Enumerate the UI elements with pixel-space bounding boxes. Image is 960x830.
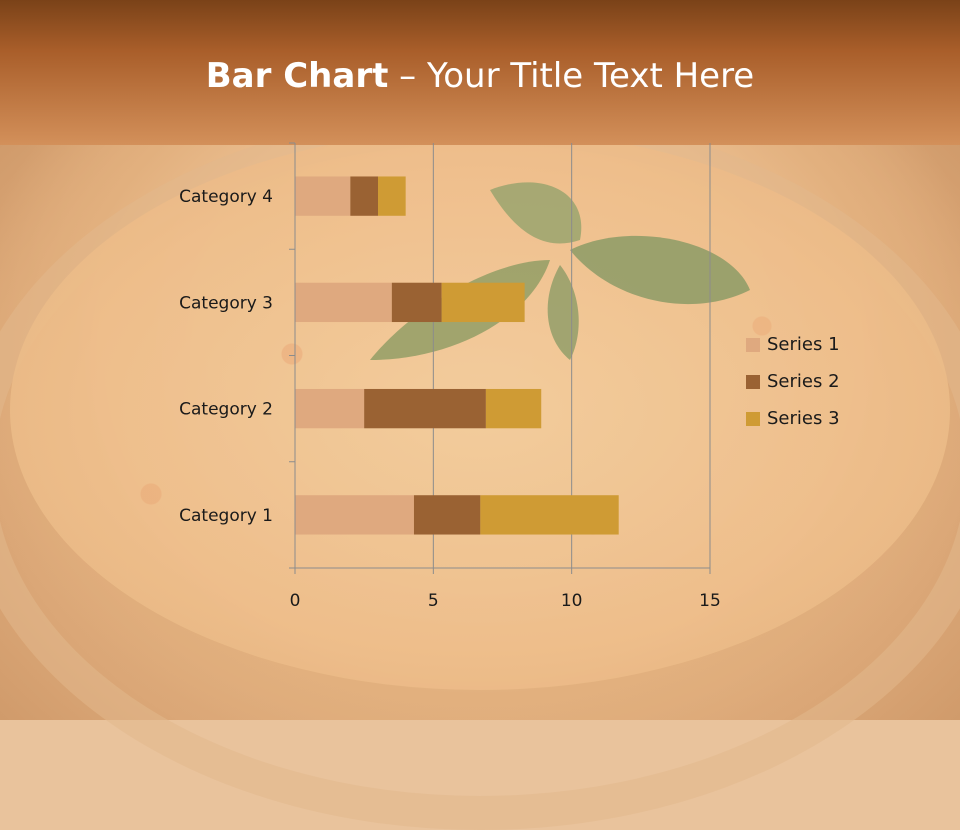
chart-legend: Series 1 Series 2 Series 3 <box>746 326 840 437</box>
x-tick-label-5: 5 <box>428 591 439 611</box>
title-bold: Bar Chart <box>205 56 389 96</box>
x-tick-label-15: 15 <box>699 591 721 611</box>
bar-3-series-1 <box>295 282 392 323</box>
chart-labels: 0 5 10 15 Category 1 Category 2 Category 3 Cate… <box>179 187 721 611</box>
bar-4-series-3 <box>378 176 406 216</box>
legend-swatch-series-3 <box>746 411 760 426</box>
bar-1-series-3 <box>480 495 619 535</box>
legend-label-series-3: Series 3 <box>767 408 840 429</box>
legend-label-series-1: Series 1 <box>767 334 840 355</box>
bar-2-series-1 <box>295 388 365 429</box>
legend-item-series-1: Series 1 <box>746 326 840 363</box>
legend-item-series-2: Series 2 <box>746 363 840 400</box>
category-label-4: Category 4 <box>179 187 273 207</box>
legend-label-series-2: Series 2 <box>767 371 840 392</box>
bar-2-series-2 <box>364 388 486 429</box>
legend-item-series-3: Series 3 <box>746 400 840 437</box>
legend-swatch-series-2 <box>746 374 760 389</box>
bar-3-series-2 <box>391 282 442 323</box>
chart-axes <box>289 142 711 574</box>
bar-4-series-1 <box>295 176 351 216</box>
bar-1-series-1 <box>295 495 414 535</box>
legend-swatch-series-1 <box>746 337 760 352</box>
x-tick-label-0: 0 <box>290 591 301 611</box>
title-rest: – Your Title Text Here <box>388 56 755 96</box>
category-label-1: Category 1 <box>179 506 273 526</box>
category-label-3: Category 3 <box>179 293 273 313</box>
x-tick-label-10: 10 <box>561 591 583 611</box>
chart-bars <box>295 176 619 535</box>
category-label-2: Category 2 <box>179 400 273 420</box>
bar-chart: 0 5 10 15 Category 1 Category 2 Category 3 Cate… <box>179 142 721 611</box>
bar-1-series-2 <box>413 495 481 535</box>
slide-title: Bar Chart – Your Title Text Here <box>0 56 960 96</box>
bar-4-series-2 <box>350 176 378 216</box>
bar-2-series-3 <box>485 388 542 429</box>
title-bar <box>0 0 960 145</box>
bar-3-series-3 <box>441 282 525 323</box>
